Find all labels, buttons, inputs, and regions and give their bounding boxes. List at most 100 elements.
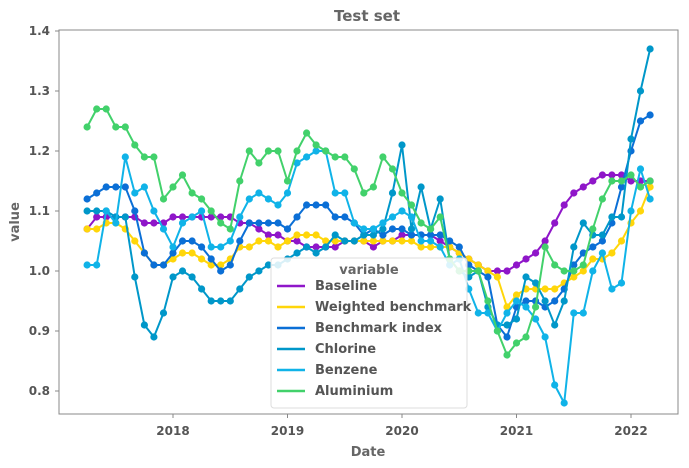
data-point [579, 309, 587, 317]
data-point [312, 141, 320, 149]
data-point [398, 225, 406, 233]
data-point [512, 339, 521, 347]
data-point [407, 237, 416, 245]
data-point [121, 183, 129, 191]
data-point [264, 231, 272, 239]
data-point [551, 285, 559, 293]
data-point [484, 267, 492, 275]
data-point [322, 243, 330, 251]
data-point [417, 219, 425, 227]
data-point [493, 273, 501, 281]
data-point [198, 207, 206, 215]
data-point [264, 195, 272, 203]
data-point [255, 225, 263, 233]
data-point [140, 153, 148, 161]
data-point [264, 219, 272, 227]
data-point [93, 213, 101, 221]
data-point [140, 219, 148, 227]
data-point [608, 249, 616, 257]
y-tick-label: 1.3 [29, 84, 50, 98]
data-point [379, 231, 387, 239]
data-point [617, 183, 626, 191]
data-point [150, 219, 158, 227]
data-point [140, 321, 148, 329]
data-point [493, 267, 501, 275]
data-point [341, 237, 349, 245]
data-point [560, 201, 568, 209]
data-point [83, 261, 91, 269]
data-point [188, 273, 196, 281]
data-point [589, 267, 597, 275]
data-point [617, 177, 626, 185]
data-point [217, 219, 225, 227]
data-point [169, 183, 177, 191]
data-point [541, 285, 549, 293]
data-point [150, 153, 158, 161]
data-point [436, 231, 444, 239]
data-point [121, 213, 129, 221]
y-tick-label: 1.2 [29, 144, 50, 158]
data-point [398, 189, 406, 197]
data-point [512, 291, 521, 299]
data-point [532, 279, 540, 287]
data-point [407, 231, 416, 239]
data-point [303, 153, 311, 161]
data-point [551, 219, 559, 227]
data-point [484, 309, 492, 317]
data-point [178, 249, 187, 257]
data-point [245, 195, 253, 203]
x-tick-label: 2019 [271, 424, 304, 438]
data-point [341, 213, 349, 221]
legend-label: Chlorine [315, 342, 376, 357]
data-point [369, 231, 377, 239]
data-point [646, 111, 654, 119]
data-point [379, 219, 387, 227]
x-tick-label: 2022 [614, 424, 647, 438]
data-point [503, 303, 511, 311]
data-point [598, 249, 607, 257]
data-point [503, 309, 511, 317]
data-point [83, 195, 91, 203]
data-point [131, 207, 139, 215]
data-point [360, 237, 368, 245]
data-point [274, 147, 282, 155]
data-point [455, 243, 463, 251]
data-point [207, 255, 215, 263]
data-point [226, 237, 234, 245]
data-point [150, 207, 158, 215]
data-point [398, 207, 406, 215]
data-point [541, 237, 549, 245]
data-point [93, 225, 101, 233]
legend-label: Aluminium [315, 384, 393, 399]
data-point [350, 219, 358, 227]
x-tick-label: 2020 [385, 424, 418, 438]
data-point [159, 309, 168, 317]
data-point [388, 213, 397, 221]
data-point [360, 231, 368, 239]
data-point [331, 237, 339, 245]
data-point [112, 219, 120, 227]
data-point [245, 243, 253, 251]
data-point [131, 273, 139, 281]
data-point [360, 189, 368, 197]
data-point [407, 201, 416, 209]
data-point [283, 237, 292, 245]
data-point [83, 123, 91, 131]
data-point [188, 237, 196, 245]
data-point [274, 219, 282, 227]
data-point [427, 231, 435, 239]
data-point [159, 261, 168, 269]
data-point [398, 231, 406, 239]
data-point [398, 237, 406, 245]
data-point [646, 183, 654, 191]
data-point [532, 249, 540, 257]
data-point [484, 273, 492, 281]
data-point [589, 225, 597, 233]
data-point [264, 261, 272, 269]
data-point [512, 315, 521, 323]
series-2 [83, 111, 654, 341]
data-point [570, 261, 578, 269]
data-point [427, 237, 435, 245]
data-point [579, 183, 587, 191]
data-point [636, 117, 645, 125]
